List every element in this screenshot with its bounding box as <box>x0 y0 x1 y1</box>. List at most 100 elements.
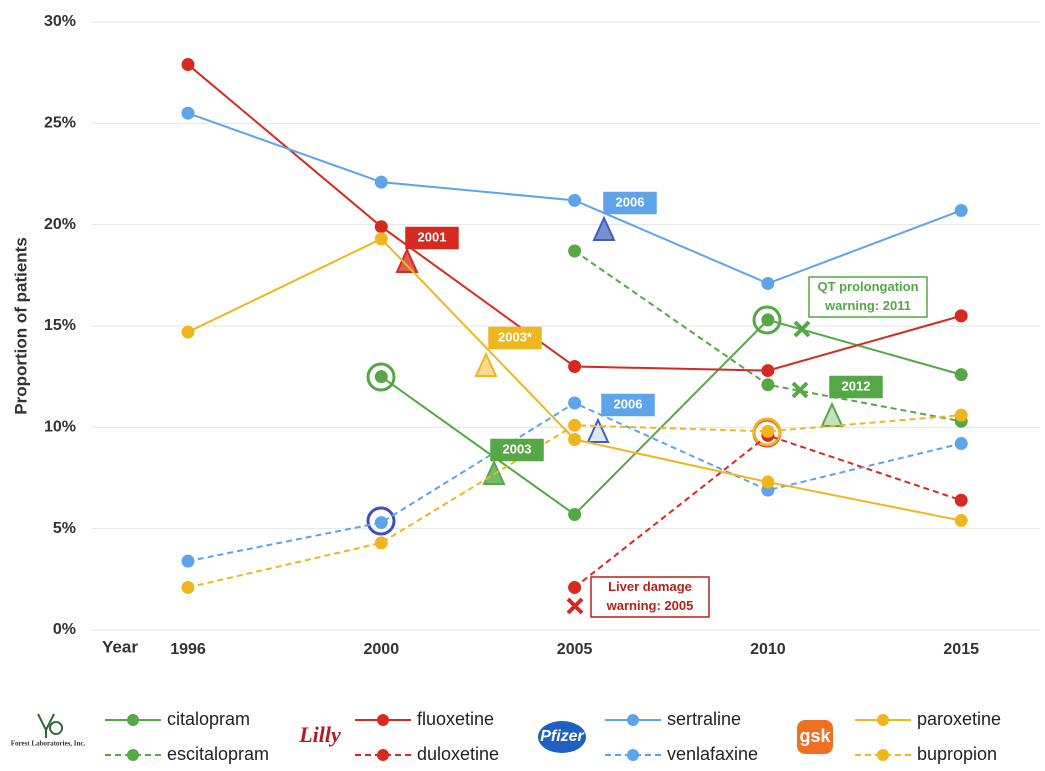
data-point <box>181 580 195 594</box>
annotation-text: 2006 <box>614 396 643 411</box>
x-tick-label: 2005 <box>557 641 593 658</box>
data-point <box>761 378 775 392</box>
logo-text: Forest Laboratories, Inc. <box>11 740 86 748</box>
legend-marker <box>377 749 389 761</box>
y-tick-label: 15% <box>44 317 76 334</box>
x-tick-label: 1996 <box>170 641 206 658</box>
data-point <box>374 175 388 189</box>
data-point <box>374 220 388 234</box>
event-ring <box>752 417 782 447</box>
event-ring <box>752 305 782 335</box>
legend-marker <box>377 714 389 726</box>
legend-label: paroxetine <box>917 709 1001 729</box>
y-tick-label: 5% <box>53 520 76 537</box>
data-point <box>761 424 775 438</box>
x-axis-title: Year <box>102 637 138 656</box>
data-point <box>374 232 388 246</box>
logo-text: Pfizer <box>540 728 584 745</box>
event-triangle <box>482 459 506 485</box>
event-triangle <box>395 247 419 273</box>
data-point <box>954 437 968 451</box>
data-point <box>568 418 582 432</box>
x-tick-label: 2015 <box>943 641 979 658</box>
annotation-text: 2012 <box>842 378 871 393</box>
data-point <box>954 309 968 323</box>
data-point <box>181 58 195 72</box>
data-point <box>954 368 968 382</box>
data-point <box>954 514 968 528</box>
annotation-text: warning: 2005 <box>606 598 694 613</box>
legend-label: venlafaxine <box>667 744 758 764</box>
logo-text: gsk <box>799 726 831 746</box>
legend-label: citalopram <box>167 709 250 729</box>
annotation-box <box>601 393 655 417</box>
event-triangle <box>474 351 498 377</box>
annotation-text: QT prolongation <box>817 279 918 294</box>
x-tick-label: 2000 <box>364 641 400 658</box>
data-point <box>568 193 582 207</box>
event-ring <box>366 506 396 536</box>
annotation-text: 2003 <box>503 441 532 456</box>
y-tick-label: 0% <box>53 621 76 638</box>
data-point <box>568 360 582 374</box>
annotation-text: 2003* <box>498 329 533 344</box>
legend-marker <box>877 749 889 761</box>
data-point <box>954 493 968 507</box>
data-point <box>568 396 582 410</box>
y-axis-title: Proportion of patients <box>11 237 30 415</box>
data-point <box>374 370 388 384</box>
data-point <box>568 432 582 446</box>
data-point <box>761 475 775 489</box>
annotation-box <box>490 438 544 462</box>
annotation-box <box>488 326 542 350</box>
logo-shape <box>797 720 833 754</box>
legend-marker <box>627 714 639 726</box>
event-cross <box>566 597 584 615</box>
y-tick-label: 20% <box>44 216 76 233</box>
event-triangle <box>592 215 616 241</box>
legend-marker <box>127 749 139 761</box>
annotation-text: Liver damage <box>608 579 692 594</box>
data-point <box>568 580 582 594</box>
data-point <box>181 106 195 120</box>
legend-label: fluoxetine <box>417 709 494 729</box>
logo-shape <box>37 713 64 738</box>
series-line <box>187 63 962 372</box>
y-tick-label: 10% <box>44 419 76 436</box>
event-cross <box>791 381 809 399</box>
annotation-box <box>829 375 883 399</box>
logo-shape <box>538 721 586 753</box>
data-point <box>181 554 195 568</box>
data-point <box>761 364 775 378</box>
y-tick-label: 25% <box>44 115 76 132</box>
legend-marker <box>627 749 639 761</box>
data-point <box>954 408 968 422</box>
y-tick-label: 30% <box>44 13 76 30</box>
data-point <box>568 507 582 521</box>
legend-label: sertraline <box>667 709 741 729</box>
annotation-box <box>808 276 928 318</box>
annotation-box <box>405 226 459 250</box>
data-point <box>374 516 388 530</box>
legend-marker <box>127 714 139 726</box>
legend-label: duloxetine <box>417 744 499 764</box>
data-point <box>954 203 968 217</box>
series-line <box>380 318 962 516</box>
annotation-text: 2006 <box>616 194 645 209</box>
data-point <box>761 313 775 327</box>
legend-marker <box>877 714 889 726</box>
legend-label: bupropion <box>917 744 997 764</box>
logo-text: Lilly <box>298 722 341 747</box>
legend-label: escitalopram <box>167 744 269 764</box>
data-point <box>568 244 582 258</box>
annotation-text: warning: 2011 <box>824 298 911 313</box>
annotation-box <box>603 191 657 215</box>
event-ring <box>366 362 396 392</box>
event-triangle <box>820 401 844 427</box>
x-tick-label: 2010 <box>750 641 786 658</box>
data-point <box>761 276 775 290</box>
event-triangle <box>586 417 610 443</box>
data-point <box>181 325 195 339</box>
annotation-text: 2001 <box>418 229 447 244</box>
